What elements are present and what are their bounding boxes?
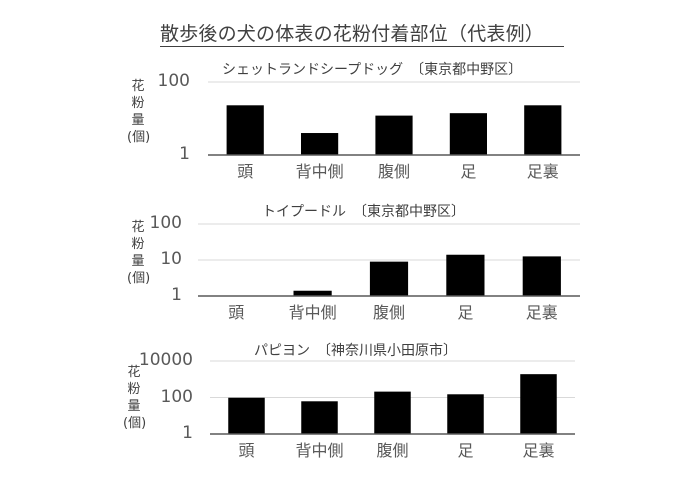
y-tick-label: 10 [160, 249, 182, 269]
bar [446, 254, 485, 296]
x-category-label: 頭 [237, 162, 254, 181]
bar [375, 115, 413, 155]
y-tick-label: 100 [149, 213, 182, 233]
y-tick-label: 100 [160, 386, 193, 407]
bar [226, 105, 264, 155]
y-axis-label: 花粉量 (個) [127, 79, 151, 145]
bar [301, 133, 339, 155]
x-category-label: 足 [457, 441, 474, 460]
x-category-label: 足 [460, 162, 477, 181]
y-tick-label: 1 [179, 144, 190, 164]
bar [447, 394, 484, 434]
x-category-label: 頭 [238, 441, 255, 460]
y-axis-label: 花粉量 (個) [123, 365, 147, 431]
bar [228, 397, 265, 434]
bar [524, 105, 562, 155]
bar [293, 290, 332, 296]
bar [520, 374, 557, 434]
y-tick-label: 10000 [138, 350, 193, 370]
bar [301, 401, 338, 434]
x-category-label: 腹側 [376, 441, 409, 460]
x-category-label: 足裏 [525, 303, 558, 322]
x-category-label: 足裏 [526, 162, 559, 181]
y-tick-label: 100 [157, 71, 190, 91]
bar [369, 261, 409, 296]
chart-title: トイプードル 〔東京都中野区〕 [262, 204, 465, 220]
x-category-label: 腹側 [377, 162, 410, 181]
x-category-label: 足裏 [522, 441, 555, 460]
y-axis-label: 花粉量 (個) [127, 220, 151, 286]
x-category-label: 足 [457, 303, 474, 322]
y-tick-label: 1 [171, 285, 182, 305]
x-category-label: 背中側 [295, 441, 344, 460]
main-title: 散歩後の犬の体表の花粉付着部位（代表例） [160, 23, 564, 47]
bar [522, 256, 561, 296]
bar [374, 391, 411, 434]
bar [449, 113, 487, 155]
x-category-label: 頭 [228, 303, 245, 322]
chart-title: パピヨン 〔神奈川県小田原市〕 [254, 343, 457, 359]
x-category-label: 腹側 [372, 303, 405, 322]
x-category-label: 背中側 [295, 162, 344, 181]
chart-title: シェットランドシープドッグ 〔東京都中野区〕 [222, 62, 523, 78]
y-tick-label: 1 [182, 423, 193, 443]
x-category-label: 背中側 [288, 303, 337, 322]
